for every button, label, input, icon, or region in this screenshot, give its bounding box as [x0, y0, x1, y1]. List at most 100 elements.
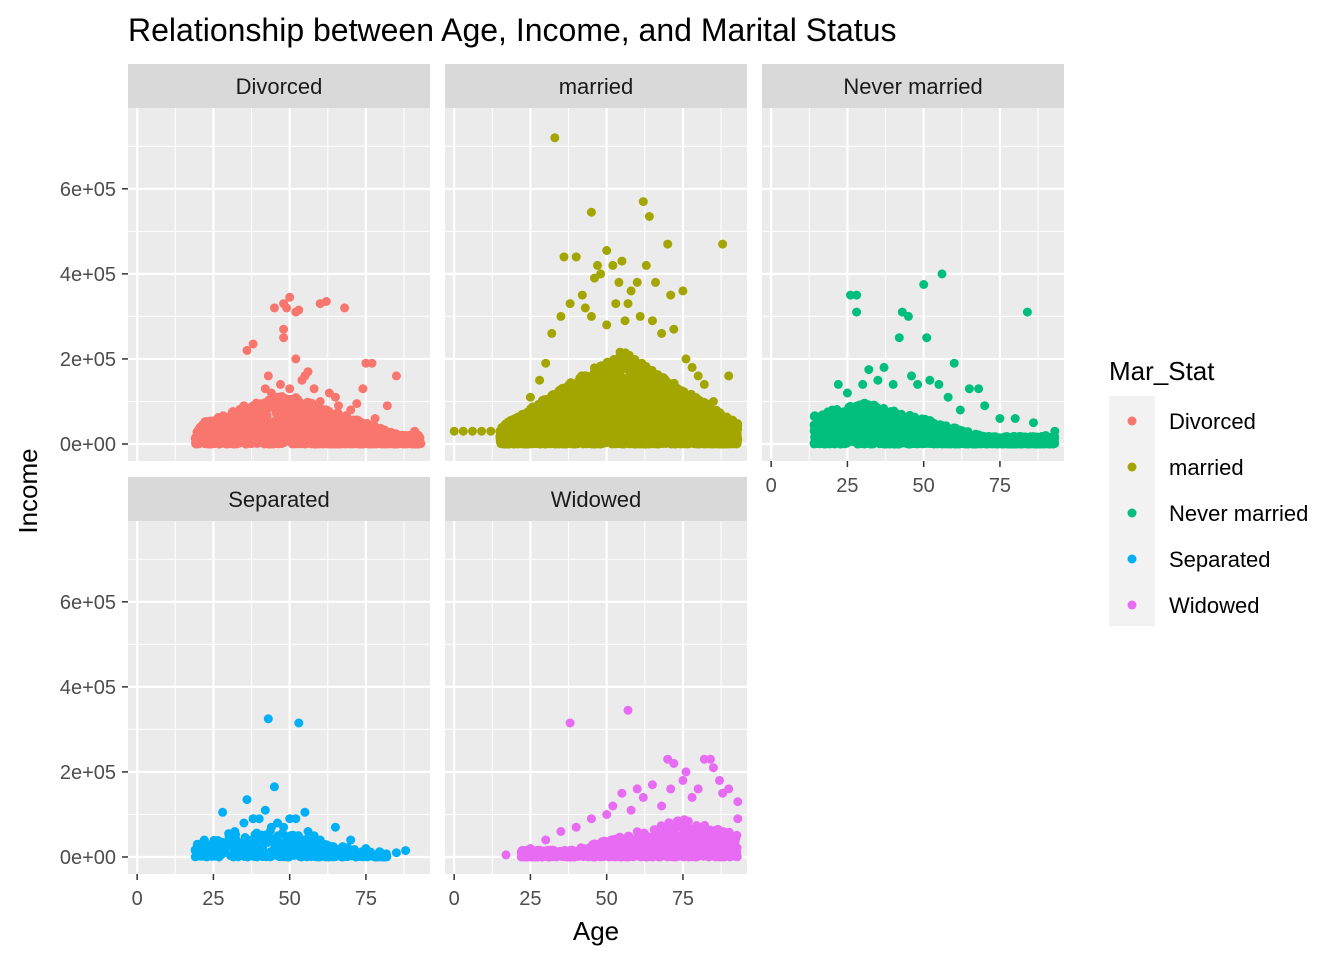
data-point	[571, 252, 581, 262]
data-point	[693, 371, 703, 381]
data-point	[291, 354, 301, 364]
data-point	[577, 290, 587, 300]
data-point	[547, 328, 557, 338]
data-point	[559, 404, 569, 414]
data-point	[685, 408, 695, 418]
data-point	[513, 429, 523, 439]
data-point	[618, 411, 628, 421]
data-point	[593, 413, 603, 423]
data-point	[525, 392, 535, 402]
data-point	[477, 426, 487, 436]
data-point	[594, 373, 604, 383]
data-point	[199, 433, 209, 443]
data-point	[588, 398, 598, 408]
data-point	[272, 408, 282, 418]
y-tick-label: 2e+05	[60, 349, 116, 371]
data-point	[629, 430, 639, 440]
points-divorced	[190, 292, 426, 449]
data-point	[592, 383, 602, 393]
data-point	[657, 328, 667, 338]
data-point	[533, 423, 543, 433]
data-point	[254, 401, 264, 411]
data-point	[663, 403, 673, 413]
data-point	[321, 297, 331, 306]
data-point	[358, 384, 368, 394]
data-point	[538, 402, 547, 412]
data-point	[382, 401, 392, 411]
data-point	[520, 414, 529, 424]
data-point	[635, 311, 645, 321]
data-point	[340, 303, 350, 313]
data-point	[651, 277, 660, 287]
data-point	[316, 421, 326, 431]
data-point	[370, 414, 380, 423]
data-point	[660, 378, 670, 388]
facet-strip	[128, 64, 430, 108]
data-point	[550, 133, 560, 143]
data-point	[565, 299, 575, 309]
facet-strip-label: Never married	[843, 74, 982, 99]
data-point	[208, 426, 218, 436]
data-point	[276, 379, 285, 389]
data-point	[330, 392, 340, 402]
data-point	[239, 401, 249, 411]
data-point	[510, 414, 520, 423]
data-point	[606, 431, 616, 441]
data-point	[285, 384, 295, 394]
data-point	[676, 398, 685, 408]
data-point	[698, 401, 708, 411]
data-point	[586, 311, 596, 321]
data-point	[602, 246, 612, 255]
data-point	[410, 426, 420, 436]
y-tick-label: 6e+05	[60, 179, 116, 201]
data-point	[544, 411, 554, 420]
data-point	[602, 357, 612, 367]
data-point	[486, 426, 496, 436]
y-tick-label: 4e+05	[60, 264, 116, 286]
data-point	[525, 432, 535, 442]
data-point	[690, 424, 700, 434]
data-point	[303, 404, 313, 414]
data-point	[648, 422, 658, 432]
data-point	[672, 417, 682, 427]
data-point	[320, 405, 330, 415]
data-point	[230, 407, 240, 417]
data-point	[320, 437, 330, 447]
data-point	[593, 260, 602, 270]
data-point	[537, 438, 547, 448]
data-point	[586, 207, 596, 217]
data-point	[633, 365, 643, 375]
data-point	[585, 424, 595, 434]
data-point	[567, 392, 577, 402]
data-point	[574, 379, 584, 389]
data-point	[294, 305, 304, 315]
data-point	[668, 432, 678, 442]
data-point	[640, 413, 650, 423]
data-point	[612, 422, 622, 432]
data-point	[352, 399, 362, 409]
data-point	[548, 425, 558, 435]
data-point	[620, 316, 630, 326]
data-point	[567, 399, 577, 409]
data-point	[560, 416, 570, 426]
data-point	[567, 439, 577, 449]
data-point	[718, 239, 728, 249]
data-point	[730, 418, 740, 428]
data-point	[626, 286, 636, 296]
data-point	[667, 382, 677, 392]
data-point	[584, 407, 594, 416]
data-point	[282, 303, 292, 313]
points-never-married	[809, 269, 1060, 449]
data-point	[687, 362, 697, 372]
data-point	[617, 377, 627, 387]
data-point	[413, 435, 423, 445]
panel-background	[762, 108, 1064, 461]
data-point	[241, 438, 251, 448]
data-point	[552, 433, 562, 443]
data-point	[669, 324, 679, 334]
data-point	[276, 430, 286, 440]
facet-strip-label: Divorced	[236, 74, 323, 99]
data-point	[360, 421, 370, 431]
